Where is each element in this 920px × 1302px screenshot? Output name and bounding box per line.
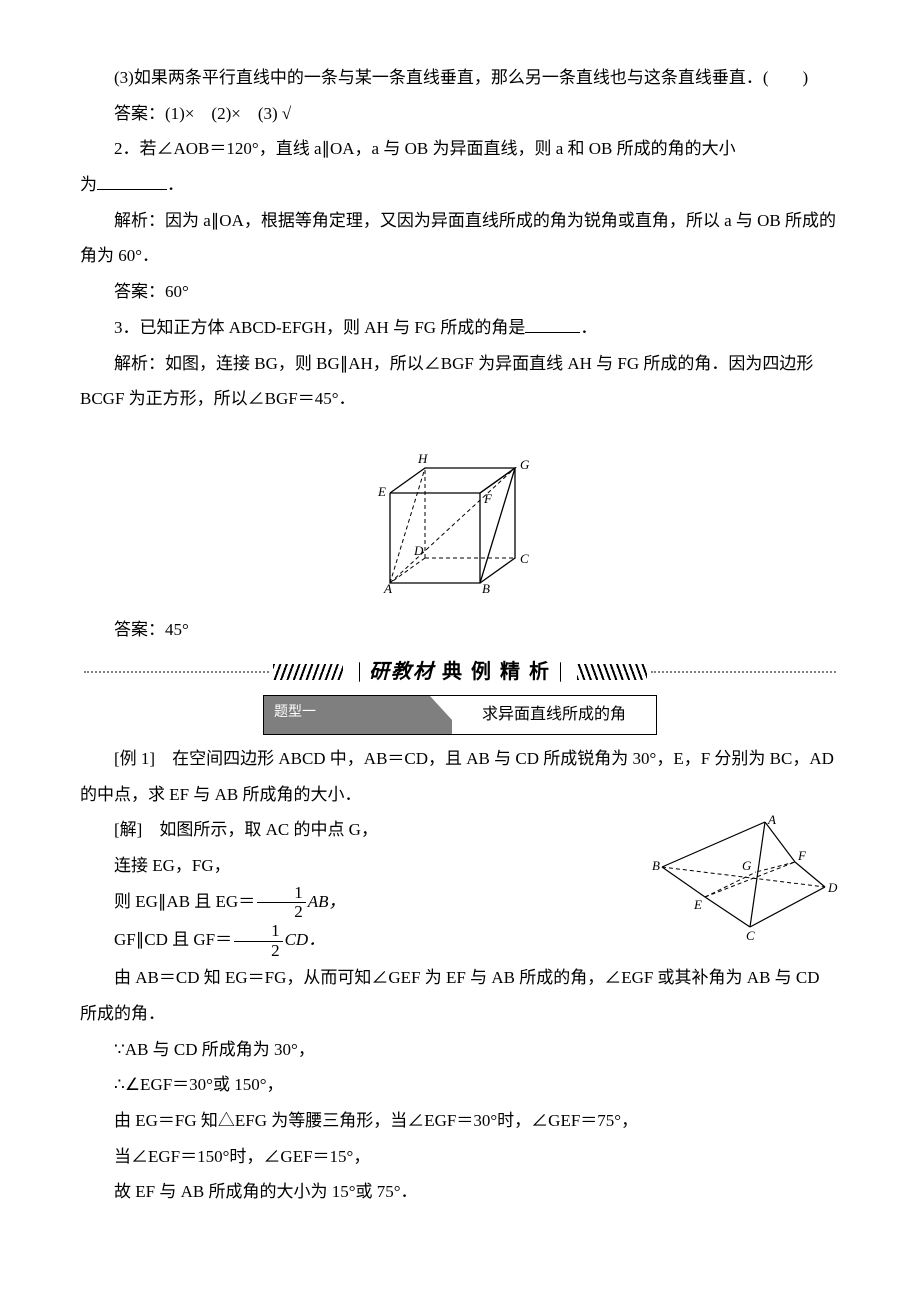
svg-text:C: C	[520, 551, 529, 566]
section-banner: 研教材 典 例 精 析	[80, 651, 840, 693]
fraction-half: 12	[234, 922, 283, 960]
svg-text:F: F	[797, 848, 807, 863]
question-2-explain: 解析：因为 a∥OA，根据等角定理，又因为异面直线所成的角为锐角或直角，所以 a…	[80, 203, 840, 274]
solution-l6: ∵AB 与 CD 所成角为 30°，	[80, 1032, 840, 1068]
blank-fill	[525, 315, 580, 333]
example-1: [例 1] 在空间四边形 ABCD 中，AB＝CD，且 AB 与 CD 所成锐角…	[80, 741, 840, 812]
svg-text:D: D	[413, 543, 424, 558]
cube-figure: A B C D E F G H	[80, 423, 840, 606]
banner-dots-right	[651, 671, 836, 673]
solution-l5: 由 AB＝CD 知 EG＝FG，从而可知∠GEF 为 EF 与 AB 所成的角，…	[80, 960, 840, 1031]
solution-l10: 故 EF 与 AB 所成角的大小为 15°或 75°．	[80, 1174, 840, 1210]
svg-text:A: A	[767, 812, 776, 827]
banner-title: 研教材 典 例 精 析	[359, 651, 561, 693]
blank-fill	[97, 172, 167, 190]
sub-banner: 题型一 求异面直线所成的角	[80, 695, 840, 735]
question-2-line2: 为．	[80, 167, 840, 203]
q3-suffix: ．	[580, 318, 597, 337]
fraction-half: 12	[257, 884, 306, 922]
sol-l3a: 则 EG∥AB 且 EG＝	[114, 892, 255, 911]
svg-text:E: E	[693, 897, 702, 912]
question-2-answer: 答案：60°	[80, 274, 840, 310]
solution-l8: 由 EG＝FG 知△EFG 为等腰三角形，当∠EGF＝30°时，∠GEF＝75°…	[80, 1103, 840, 1139]
question-3-answer: 答案：45°	[80, 612, 840, 648]
triangle-right-icon	[561, 662, 577, 682]
svg-text:B: B	[482, 581, 490, 593]
banner-dots-left	[84, 671, 269, 673]
q2-prefix: 为	[80, 175, 97, 194]
sol-l4a: GF∥CD 且 GF＝	[114, 930, 232, 949]
svg-text:G: G	[520, 457, 530, 472]
svg-text:F: F	[483, 491, 493, 506]
banner-hatch-left	[273, 664, 343, 680]
question-3: 3．已知正方体 ABCD-EFGH，则 AH 与 FG 所成的角是 ．	[80, 310, 840, 346]
banner-hatch-right	[577, 664, 647, 680]
svg-text:H: H	[417, 451, 428, 466]
solution-l9: 当∠EGF＝150°时，∠GEF＝15°，	[80, 1139, 840, 1175]
q2-suffix: ．	[167, 175, 184, 194]
question-2-line1: 2．若∠AOB＝120°，直线 a∥OA，a 与 OB 为异面直线，则 a 和 …	[80, 131, 840, 167]
banner-main-text: 研教材	[369, 661, 435, 683]
question-3-explain: 解析：如图，连接 BG，则 BG∥AH，所以∠BGF 为异面直线 AH 与 FG…	[80, 346, 840, 417]
tetra-figure: A B C D E F G	[650, 812, 840, 955]
q3-text: 3．已知正方体 ABCD-EFGH，则 AH 与 FG 所成的角是	[114, 318, 525, 337]
svg-text:G: G	[742, 858, 752, 873]
question-1-3: (3)如果两条平行直线中的一条与某一条直线垂直，那么另一条直线也与这条直线垂直．…	[80, 60, 840, 96]
svg-text:B: B	[652, 858, 660, 873]
svg-text:C: C	[746, 928, 755, 942]
solution-l7: ∴∠EGF＝30°或 150°，	[80, 1067, 840, 1103]
svg-text:E: E	[377, 484, 386, 499]
svg-text:A: A	[383, 581, 392, 593]
banner-sub-text: 典 例 精 析	[442, 661, 551, 683]
sol-l4b: CD．	[285, 930, 326, 949]
sub-banner-left: 题型一	[264, 696, 452, 734]
triangle-left-icon	[343, 662, 359, 682]
sub-banner-right: 求异面直线所成的角	[452, 696, 656, 734]
sol-l3b: AB，	[308, 892, 346, 911]
answer-1: 答案：(1)× (2)× (3) √	[80, 96, 840, 132]
svg-text:D: D	[827, 880, 838, 895]
